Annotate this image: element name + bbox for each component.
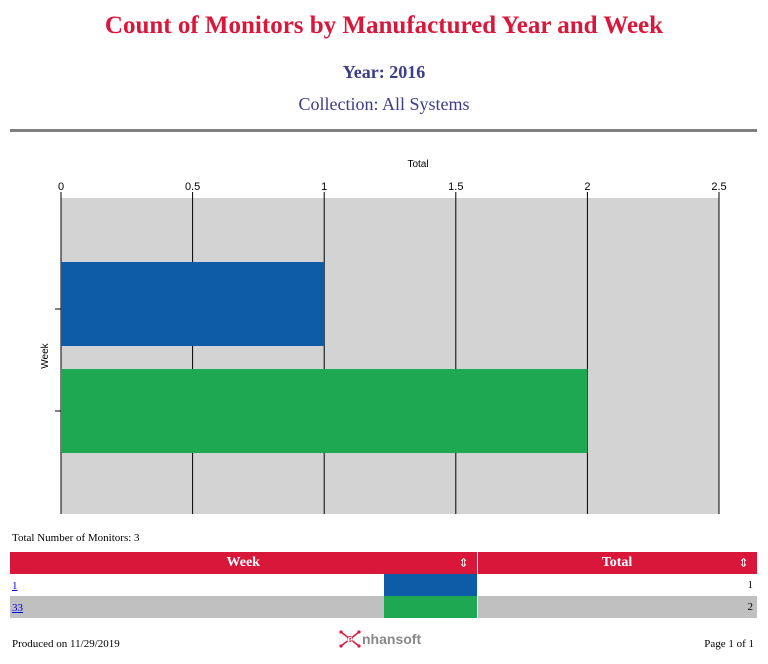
x-axis-label: Total <box>407 159 428 170</box>
total-monitors-label: Total Number of Monitors: 3 <box>12 532 140 544</box>
bar-week-1 <box>61 262 325 346</box>
row-color-swatch <box>383 596 477 618</box>
bar-chart: Total 0 0.5 1 1.5 2 2.5 Week <box>40 159 727 514</box>
x-tick-label: 2 <box>584 181 590 193</box>
plot-area <box>61 198 719 514</box>
sort-icon[interactable]: ⇕ <box>458 556 469 570</box>
total-cell: 1 <box>476 574 757 596</box>
page-number: Page 1 of 1 <box>704 638 754 650</box>
y-axis-label: Week <box>40 342 51 368</box>
x-tick-label: 2.5 <box>711 181 726 193</box>
logo-icon: e <box>339 630 361 648</box>
enhansoft-logo: e nhansoft <box>338 627 421 651</box>
collection-subtitle: Collection: All Systems <box>298 94 470 114</box>
column-header-total[interactable]: Total ⇕ <box>477 552 758 574</box>
week-cell: 33 <box>10 596 477 618</box>
table-row: 33 2 <box>10 596 757 618</box>
logo-letter: e <box>347 634 353 646</box>
week-link[interactable]: 33 <box>12 601 23 614</box>
year-subtitle: Year: 2016 <box>342 62 426 82</box>
row-color-swatch <box>383 574 477 596</box>
column-header-week[interactable]: Week ⇕ <box>10 552 478 574</box>
x-tick-label: 0.5 <box>185 181 200 193</box>
sort-icon[interactable]: ⇕ <box>738 556 749 570</box>
table-row: 1 1 <box>10 574 757 596</box>
x-tick-label: 0 <box>58 181 64 193</box>
data-table: Week ⇕ Total ⇕ 1 1 33 2 <box>10 552 758 618</box>
x-tick-label: 1 <box>321 181 327 193</box>
week-cell: 1 <box>10 574 477 596</box>
produced-date: Produced on 11/29/2019 <box>12 638 120 650</box>
bar-week-33 <box>61 369 588 453</box>
total-cell: 2 <box>476 596 757 618</box>
week-link[interactable]: 1 <box>12 579 18 592</box>
logo-text: nhansoft <box>362 631 422 647</box>
report-title: Count of Monitors by Manufactured Year a… <box>104 12 664 39</box>
table-header-row: Week ⇕ Total ⇕ <box>10 552 758 574</box>
x-tick-label: 1.5 <box>448 181 463 193</box>
header-divider <box>10 129 757 132</box>
